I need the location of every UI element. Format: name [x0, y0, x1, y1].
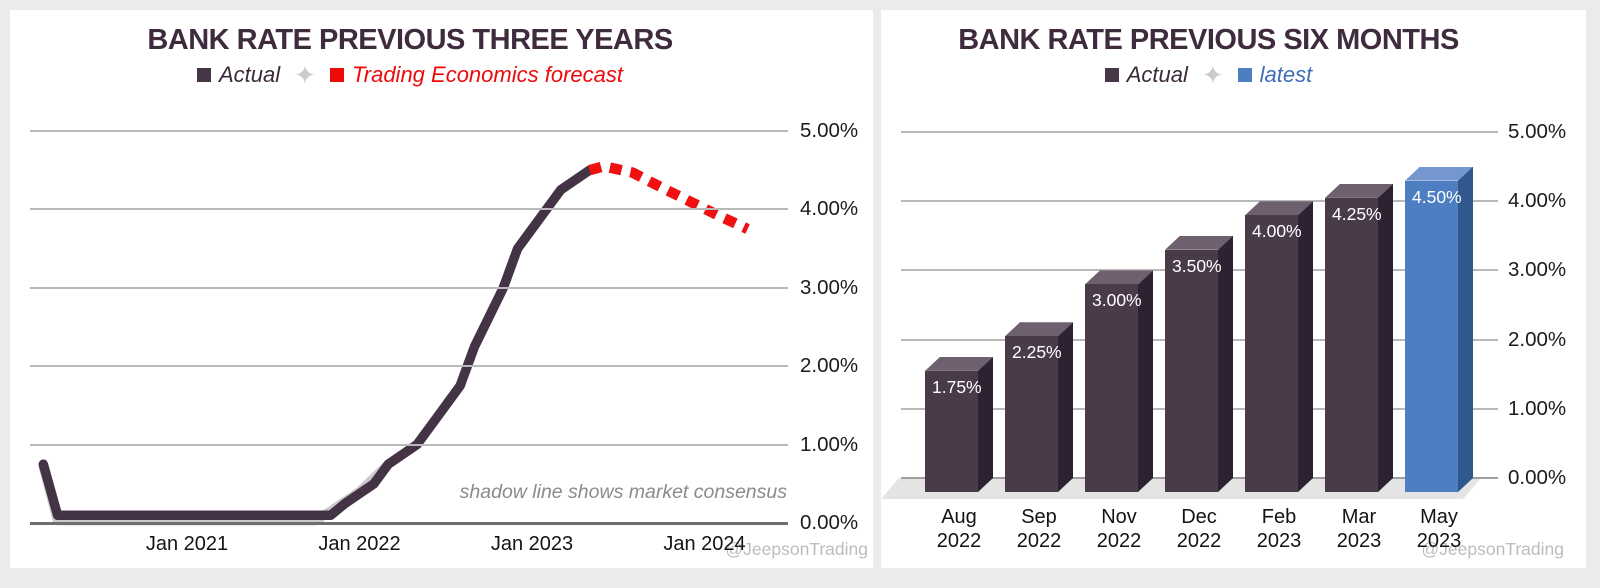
- x-axis-tick-label: Jan 2023: [490, 533, 574, 555]
- bar-side-face-may-2023: [1458, 167, 1473, 492]
- y-axis-tick-label: 3.00%: [1508, 258, 1567, 282]
- x-axis-tick-label: Feb 2023: [1256, 506, 1302, 552]
- bar-top-face-sep-2022: [1005, 322, 1073, 337]
- bar-value-label: 3.00%: [1092, 290, 1142, 311]
- bar-top-face-feb-2023: [1245, 201, 1313, 216]
- watermark-right: @JeepsonTrading: [1421, 539, 1564, 559]
- x-axis-tick-label: Dec 2022: [1176, 506, 1222, 552]
- gridline: [30, 286, 788, 289]
- bar-chart-plot-area: 1.75% 2.25% 3.00% 3.50% 4.00% 4.25% 4.50%: [881, 10, 1586, 568]
- bar-value-label: 4.50%: [1412, 186, 1462, 207]
- bar-dec-2022: 3.50%: [1165, 249, 1222, 492]
- gridline: [30, 208, 788, 211]
- x-axis-line: [30, 522, 788, 525]
- legend-item: Trading Economics forecast: [329, 62, 623, 88]
- bar-feb-2023: 4.00%: [1245, 215, 1302, 492]
- bar-side-face-sep-2022: [1058, 322, 1073, 492]
- bar-value-label: 3.50%: [1172, 255, 1222, 276]
- x-axis-tick-label: Nov 2022: [1096, 506, 1142, 552]
- legend-item: Actual: [1104, 62, 1188, 88]
- bar-sep-2022: 2.25%: [1005, 336, 1062, 492]
- legend-marker-square: [329, 68, 344, 82]
- bar-mar-2023: 4.25%: [1325, 197, 1382, 492]
- legend-label: latest: [1259, 62, 1313, 87]
- y-axis-tick-label: 4.00%: [800, 197, 859, 221]
- x-axis-tick-label: Aug 2022: [936, 506, 982, 552]
- legend-label: Trading Economics forecast: [351, 62, 623, 87]
- bar-value-label: 4.25%: [1332, 203, 1382, 224]
- bar-side-face-nov-2022: [1138, 270, 1153, 492]
- legend-marker-square: [197, 68, 211, 82]
- legend-label: Actual: [1126, 62, 1188, 87]
- x-axis-tick-label: Mar 2023: [1336, 506, 1382, 552]
- y-axis-tick-label: 2.00%: [1508, 327, 1567, 351]
- trading-economics-forecast-line: [588, 161, 750, 234]
- y-axis-tick-label: 3.00%: [800, 275, 859, 299]
- bar-top-face-mar-2023: [1325, 183, 1393, 198]
- y-axis-tick-label: 2.00%: [800, 354, 859, 378]
- y-axis-tick-label: 5.00%: [1508, 120, 1567, 143]
- bar-value-label: 1.75%: [932, 376, 982, 397]
- bar-top-face-dec-2022: [1165, 235, 1233, 250]
- legend-label: Actual: [219, 62, 281, 87]
- watermark-left: @JeepsonTrading: [725, 539, 868, 559]
- gridline: [901, 200, 1498, 203]
- legend-item: latest: [1237, 62, 1313, 88]
- gridline: [30, 130, 788, 132]
- bar-chart-panel: BANK RATE PREVIOUS SIX MONTHS Actual ✦ lat…: [881, 10, 1586, 568]
- diamond-separator-icon: ✦: [294, 60, 316, 90]
- legend-item: Actual: [197, 62, 280, 88]
- bar-side-face-feb-2023: [1298, 201, 1313, 492]
- legend-marker-square: [1104, 68, 1119, 82]
- y-axis-tick-label: 0.00%: [1508, 466, 1567, 489]
- line-chart-legend: Actual ✦ Trading Economics forecast: [10, 62, 810, 88]
- line-chart-panel: BANK RATE PREVIOUS THREE YEARS Actual ✦ Tr…: [10, 10, 873, 568]
- bar-top-face-nov-2022: [1085, 270, 1153, 285]
- x-axis-tick-label: Sep 2022: [1016, 506, 1062, 552]
- bar-side-face-mar-2023: [1378, 184, 1393, 492]
- bar-top-face-may-2023: [1405, 166, 1473, 181]
- bar-chart-title: BANK RATE PREVIOUS SIX MONTHS: [958, 24, 1459, 56]
- actual-line: [38, 165, 595, 520]
- x-axis-tick-label: Jan 2022: [318, 533, 401, 555]
- bar-value-label: 2.25%: [1012, 342, 1062, 363]
- gridline: [30, 365, 788, 368]
- y-axis-tick-label: 4.00%: [1508, 189, 1567, 213]
- bar-side-face-aug-2022: [978, 357, 993, 492]
- y-axis-tick-label: 1.00%: [800, 432, 859, 456]
- bar-nov-2022: 3.00%: [1085, 284, 1142, 492]
- bar-value-label: 4.00%: [1252, 221, 1302, 242]
- gridline: [30, 443, 788, 446]
- line-chart-plot-area: [30, 100, 790, 540]
- bar-chart-legend: Actual ✦ latest: [881, 62, 1536, 88]
- bar-aug-2022: 1.75%: [925, 370, 982, 492]
- legend-marker-square: [1237, 68, 1252, 82]
- diamond-separator-icon: ✦: [1201, 60, 1224, 90]
- y-axis-tick-label: 0.00%: [800, 511, 859, 534]
- y-axis-tick-label: 1.00%: [1508, 396, 1567, 420]
- bar-side-face-dec-2022: [1218, 236, 1233, 492]
- gridline: [901, 131, 1498, 133]
- bar-top-face-aug-2022: [925, 356, 993, 371]
- bar-may-2023: 4.50%: [1405, 180, 1462, 492]
- x-axis-tick-label: May 2023: [1416, 506, 1462, 552]
- line-chart-title: BANK RATE PREVIOUS THREE YEARS: [147, 24, 673, 56]
- y-axis-tick-label: 5.00%: [800, 119, 859, 142]
- x-axis-tick-label: Jan 2021: [145, 533, 229, 555]
- consensus-annotation: shadow line shows market consensus: [459, 481, 787, 503]
- x-axis-tick-label: Jan 2024: [663, 533, 746, 555]
